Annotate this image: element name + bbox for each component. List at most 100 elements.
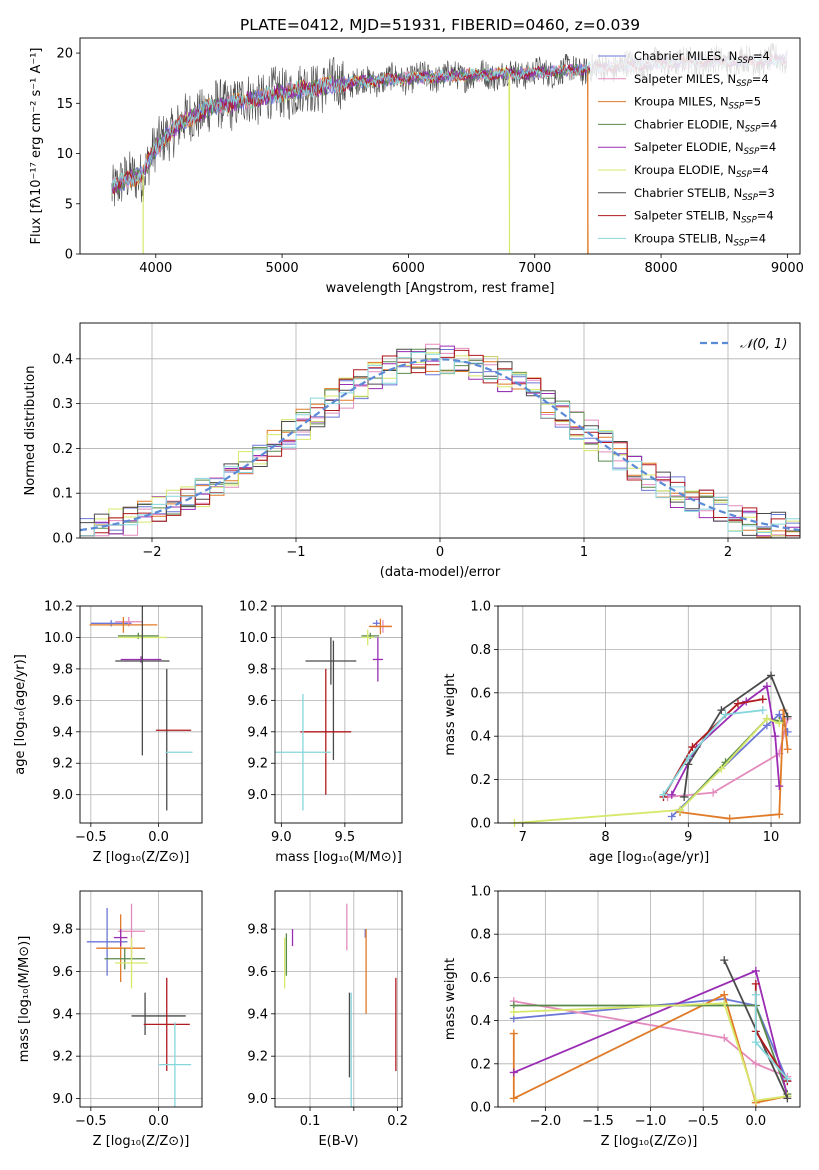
y-tick-label: 9.0	[52, 1092, 73, 1107]
legend-count: =4	[760, 117, 777, 131]
series-marker-KroupaELODIE	[720, 999, 729, 1008]
y-tick-label: 5	[65, 197, 73, 212]
x-tick-label: 2	[724, 545, 732, 560]
y-tick-label: 9.4	[247, 1007, 268, 1022]
y-tick-label: 9.8	[247, 662, 268, 677]
x-axis-label: E(B-V)	[318, 1134, 358, 1149]
series-marker-SalpeterELODIE	[751, 966, 760, 975]
x-axis-label: Z [log₁₀(Z/Z⊙)]	[93, 850, 190, 865]
series-line-SalpeterELODIE	[671, 684, 781, 796]
axes-frame	[274, 605, 403, 824]
legend-count: =4	[759, 140, 776, 154]
y-tick-label: 9.6	[247, 694, 268, 709]
y-tick-label: 0.4	[52, 352, 73, 367]
y-tick-label: 0.8	[470, 643, 491, 658]
mass-weight-vs-age-panel: 7 8 9 10 0.0 0.2 0.4 0.6 0.8 1.0 age [log₁₀(age/yr…	[443, 600, 801, 865]
series-marker-ChabrierMILES	[667, 812, 676, 821]
series-marker-KroupaELODIE	[717, 764, 726, 773]
series-marker-SalpeterSTELIB	[751, 979, 760, 988]
x-tick-label: −2	[142, 545, 161, 560]
legend-label: Salpeter MILES, N	[634, 72, 736, 86]
legend-entry: Chabrier STELIB, NSSP=3	[634, 186, 775, 203]
series-marker-KroupaMILES	[720, 990, 729, 999]
y-tick-label: 0.0	[470, 817, 491, 832]
legend-subscript: SSP	[742, 193, 758, 203]
series-marker-ChabrierSTELIB	[720, 956, 729, 965]
mass-vs-extinction-panel: 0.1 0.2 9.0 9.2 9.4 9.6 9.8 E(B-V)	[247, 890, 408, 1149]
x-tick-label: 7000	[518, 261, 551, 276]
y-tick-label: 9.6	[52, 965, 73, 980]
series-marker-KroupaELODIE	[775, 719, 784, 728]
mass-vs-metallicity-panel: −0.5 0.0 9.0 9.2 9.4 9.6 9.8 Z [log₁₀(Z/Z⊙)] mas…	[17, 890, 203, 1149]
age-vs-metallicity-panel: −0.5 0.0 9.0 9.2 9.4 9.6 9.8 10.0 10.2 Z [log₁₀(Z…	[13, 600, 203, 865]
x-tick-label: −0.5	[687, 1114, 719, 1129]
y-tick-label: 9.2	[247, 1050, 268, 1065]
legend-label: Salpeter ELODIE, N	[634, 140, 744, 154]
x-tick-label: 8	[601, 830, 609, 845]
legend-label: Salpeter STELIB, N	[634, 209, 741, 223]
legend-subscript: SSP	[744, 147, 760, 157]
series-marker-SalpeterELODIE	[771, 732, 780, 741]
y-tick-label: 0	[65, 248, 73, 263]
legend-label: Chabrier MILES, N	[634, 49, 737, 63]
series-marker-KroupaMILES	[783, 745, 792, 754]
y-tick-label: 9.6	[52, 694, 73, 709]
legend-entry: Kroupa ELODIE, NSSP=4	[634, 163, 769, 180]
axes-frame	[497, 605, 801, 824]
x-tick-label: 0.1	[300, 1114, 321, 1129]
series-marker-SalpeterMILES	[709, 788, 718, 797]
y-tick-label: 9.4	[247, 725, 268, 740]
series-marker-KroupaSTELIB	[721, 710, 730, 719]
series-marker-ChabrierSTELIB	[783, 712, 792, 721]
legend-count: =4	[757, 209, 774, 223]
x-tick-label: 5000	[266, 261, 299, 276]
legend-subscript: SSP	[729, 102, 745, 112]
x-tick-label: −1.0	[635, 1114, 667, 1129]
y-axis-label: Flux [fλ10⁻¹⁷ erg cm⁻² s⁻¹ A⁻¹]	[29, 48, 44, 245]
y-tick-label: 1.0	[470, 885, 491, 900]
x-tick-label: 10	[763, 830, 780, 845]
x-tick-label: 9.5	[335, 830, 356, 845]
legend-subscript: SSP	[737, 56, 753, 66]
x-axis-label: mass [log₁₀(M/M⊙)]	[275, 850, 402, 865]
y-tick-label: 9.0	[52, 788, 73, 803]
x-tick-label: −2.0	[530, 1114, 562, 1129]
axes-frame	[79, 37, 801, 255]
x-tick-label: 0	[436, 545, 444, 560]
y-tick-label: 0.6	[470, 971, 491, 986]
y-tick-label: 20	[56, 47, 73, 62]
series-marker-ChabrierSTELIB	[680, 792, 689, 801]
x-tick-label: −1	[286, 545, 305, 560]
y-tick-label: 10.0	[44, 631, 73, 646]
y-axis-label: age [log₁₀(age/yr)]	[13, 654, 28, 775]
y-axis-label: Normed distribution	[23, 366, 38, 496]
y-tick-label: 9.8	[52, 662, 73, 677]
y-tick-label: 9.2	[52, 1050, 73, 1065]
series-marker-KroupaELODIE	[751, 1096, 760, 1105]
y-tick-label: 0.8	[470, 928, 491, 943]
axes-frame	[274, 890, 403, 1108]
series-marker-SalpeterSTELIB	[758, 695, 767, 704]
series-marker-KroupaMILES	[509, 1094, 518, 1103]
series-marker-SalpeterELODIE	[667, 790, 676, 799]
y-tick-label: 0.2	[470, 1057, 491, 1072]
legend-label: Chabrier ELODIE, N	[634, 117, 745, 131]
x-tick-label: 9000	[771, 261, 804, 276]
x-tick-label: −0.5	[75, 830, 107, 845]
y-tick-label: 10.2	[239, 600, 268, 615]
axes-frame	[79, 605, 203, 824]
series-marker-KroupaSTELIB	[783, 1074, 792, 1083]
y-axis-label: mass weight	[443, 673, 458, 755]
y-tick-label: 9.8	[247, 923, 268, 938]
y-tick-label: 9.6	[247, 965, 268, 980]
legend-entry: Chabrier MILES, NSSP=4	[634, 49, 770, 66]
gaussian-curve	[79, 358, 801, 532]
x-tick-label: 7	[519, 830, 527, 845]
series-marker-ChabrierSTELIB	[767, 671, 776, 680]
legend-entry: Salpeter MILES, NSSP=4	[634, 72, 769, 89]
series-marker-SalpeterSTELIB	[733, 699, 742, 708]
mass-weight-vs-metallicity-panel: −2.0 −1.5 −1.0 −0.5 0.0 0.0 0.2 0.4 0.6 0.8 1.0 Z […	[443, 885, 801, 1149]
legend-entry: Kroupa MILES, NSSP=5	[634, 95, 761, 112]
y-tick-label: 0.2	[470, 773, 491, 788]
legend-entry: Salpeter STELIB, NSSP=4	[634, 209, 774, 226]
